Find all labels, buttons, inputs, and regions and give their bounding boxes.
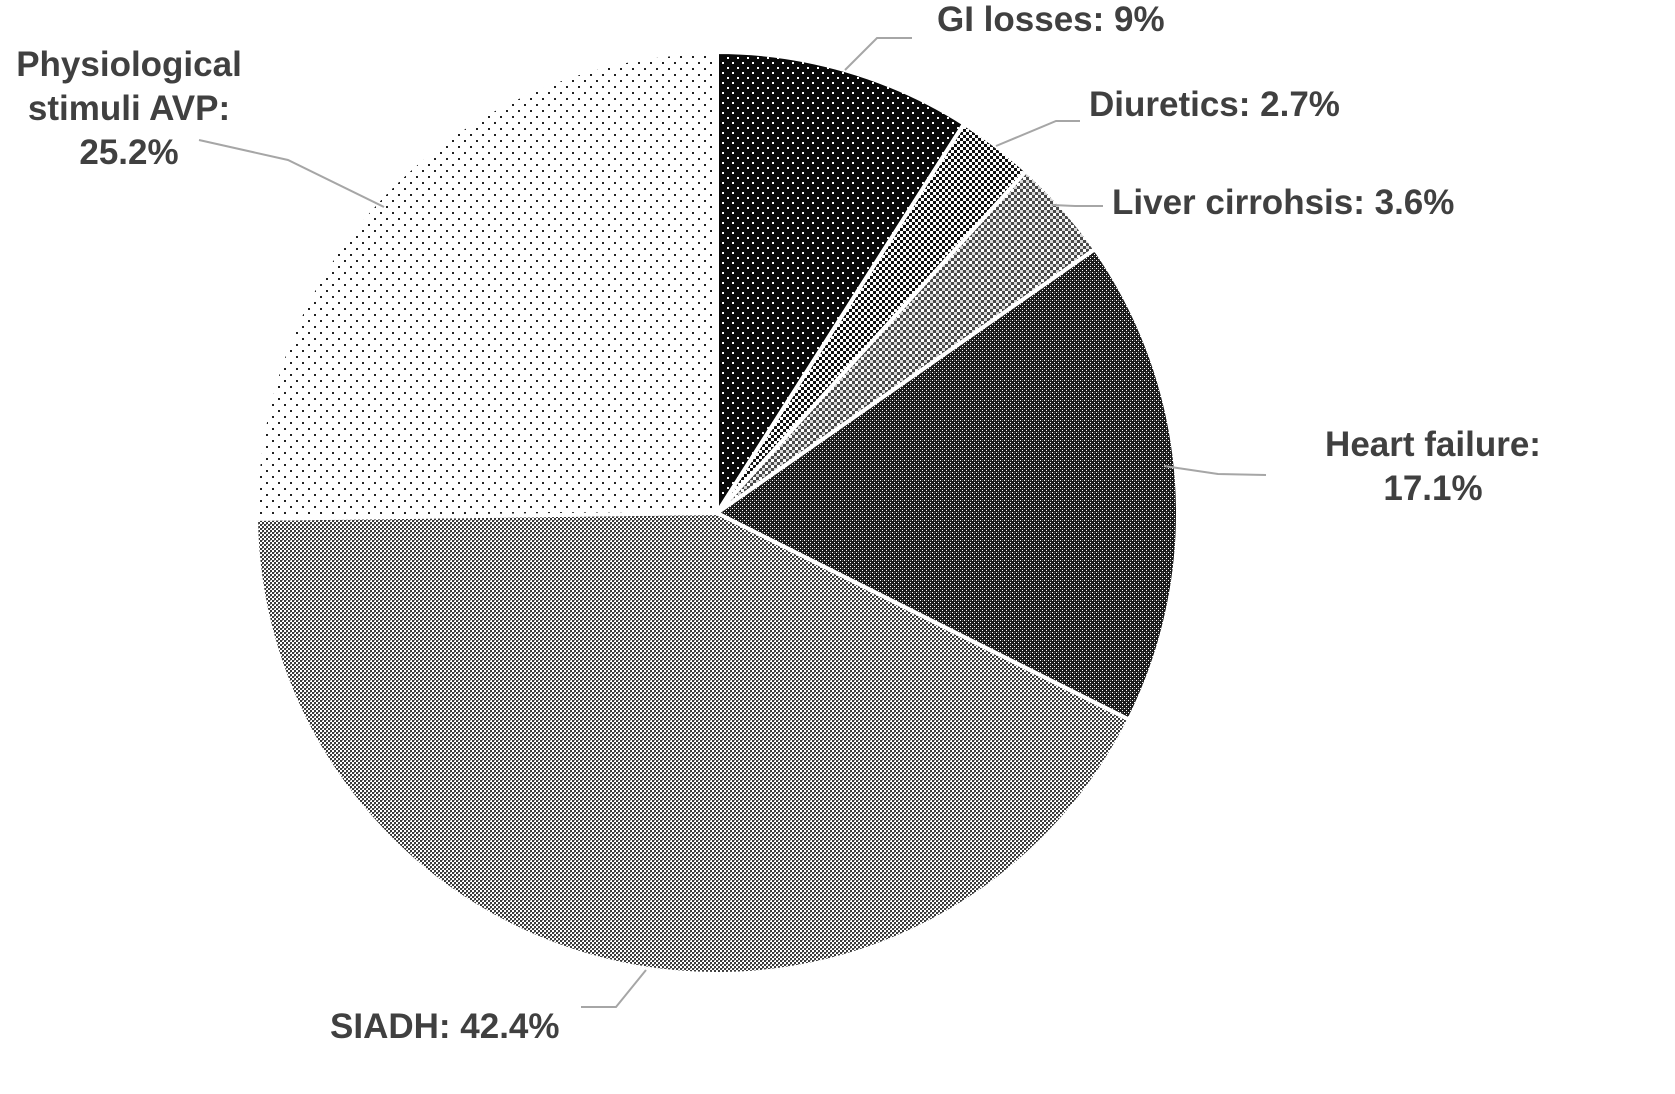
pie-slice-heart-failure	[713, 246, 1180, 723]
data-label-physiological-stimuli-avp: Physiological stimuli AVP: 25.2%	[16, 45, 242, 172]
data-label-gi-losses: GI losses: 9%	[937, 0, 1165, 39]
pie-slice-physiological-stimuli-avp	[254, 49, 719, 521]
leader-line-diuretics	[995, 120, 1080, 147]
data-label-diuretics: Diuretics: 2.7%	[1089, 85, 1340, 124]
pie-slice-siadh	[254, 510, 1132, 976]
data-label-heart-failure: Heart failure: 17.1%	[1325, 425, 1541, 508]
leader-line-siadh	[581, 969, 647, 1008]
leader-line-heart-failure	[1163, 465, 1267, 476]
leader-line-physiological-stimuli-avp	[198, 139, 385, 208]
leader-lines-layer	[198, 37, 1267, 1008]
leader-line-liver-cirrohsis	[1051, 204, 1103, 207]
labels-layer: GI losses: 9% Diuretics: 2.7% Liver cirroh…	[16, 0, 1541, 1046]
data-label-liver-cirrohsis: Liver cirrohsis: 3.6%	[1112, 183, 1454, 222]
leader-line-gi-losses	[844, 37, 912, 71]
slices-layer	[254, 49, 1180, 976]
data-label-siadh: SIADH: 42.4%	[330, 1007, 560, 1046]
